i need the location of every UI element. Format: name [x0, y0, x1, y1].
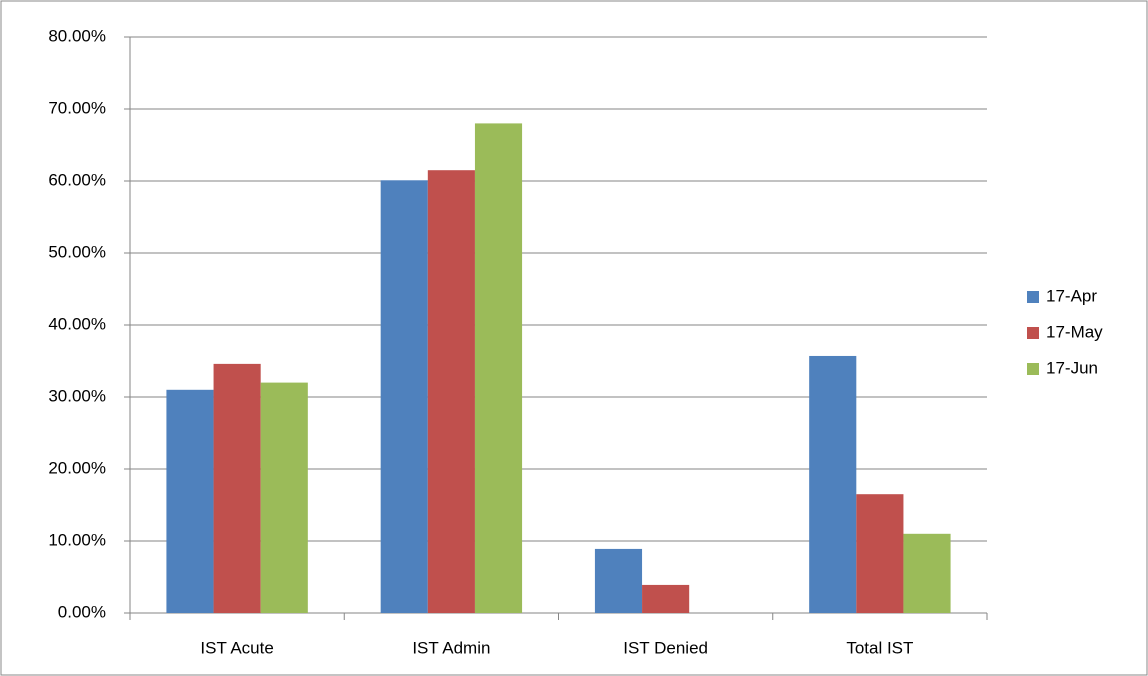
y-tick-label: 0.00% — [58, 602, 106, 621]
x-tick-label: IST Admin — [412, 638, 490, 657]
bar — [474, 123, 523, 614]
bar — [856, 494, 904, 613]
bar — [903, 533, 951, 613]
y-tick-label: 20.00% — [48, 458, 106, 477]
bar — [380, 180, 428, 613]
x-tick-label: Total IST — [846, 638, 913, 657]
bar — [642, 584, 690, 613]
bar — [809, 355, 857, 613]
bar — [427, 170, 475, 613]
legend-label: 17-May — [1046, 322, 1103, 341]
y-tick-label: 60.00% — [48, 170, 106, 189]
x-tick-label: IST Acute — [200, 638, 273, 657]
bar — [213, 363, 261, 613]
legend-swatch — [1027, 327, 1039, 339]
y-tick-label: 10.00% — [48, 530, 106, 549]
bar — [594, 548, 643, 613]
y-tick-label: 80.00% — [48, 26, 106, 45]
x-tick-label: IST Denied — [623, 638, 708, 657]
legend-label: 17-Jun — [1046, 358, 1098, 377]
y-tick-label: 50.00% — [48, 242, 106, 261]
legend-swatch — [1027, 363, 1039, 375]
y-tick-label: 40.00% — [48, 314, 106, 333]
bar — [166, 389, 214, 613]
legend-label: 17-Apr — [1046, 286, 1097, 305]
bar — [260, 382, 308, 613]
y-tick-label: 70.00% — [48, 98, 106, 117]
legend-swatch — [1027, 291, 1039, 303]
y-tick-label: 30.00% — [48, 386, 106, 405]
